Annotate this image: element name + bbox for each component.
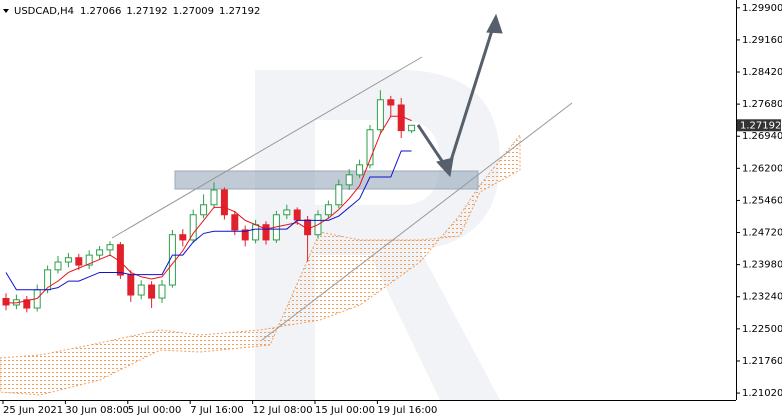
candle-body xyxy=(356,164,364,176)
plot xyxy=(2,90,416,313)
indicator-line xyxy=(6,115,412,304)
candle-body xyxy=(366,129,374,166)
y-tick-label: 1.29900 xyxy=(742,3,782,14)
candle-body xyxy=(408,124,416,132)
x-tick-label: 12 Jul 08:00 xyxy=(253,405,313,416)
header-open: 1.27066 xyxy=(80,6,121,17)
y-tick-label: 1.27680 xyxy=(742,99,782,110)
forecast-arrow xyxy=(416,13,503,178)
x-tick-label: 7 Jul 16:00 xyxy=(190,405,244,416)
indicator-line xyxy=(5,150,412,291)
header-high: 1.27192 xyxy=(126,6,167,17)
candle-body xyxy=(137,284,145,296)
y-tick-label: 1.23980 xyxy=(742,260,782,271)
candle-body xyxy=(75,257,83,266)
candle-body xyxy=(345,174,353,186)
x-tick-label: 5 Jul 00:00 xyxy=(128,405,182,416)
candle-body xyxy=(252,224,260,241)
candle-body xyxy=(220,189,228,216)
y-tick-label: 1.21760 xyxy=(742,356,782,367)
price-tag xyxy=(737,119,781,132)
channel-line xyxy=(111,56,423,239)
candle-body xyxy=(397,104,405,132)
candle-body xyxy=(54,261,62,271)
candle-body xyxy=(262,224,270,241)
menu-icon[interactable] xyxy=(3,9,9,13)
y-tick-label: 1.24720 xyxy=(742,228,782,239)
candle-body xyxy=(148,284,156,299)
y-tick-label: 1.22500 xyxy=(742,324,782,335)
candle-body xyxy=(210,189,218,206)
candle-body xyxy=(85,254,93,266)
x-tick-label: 19 Jul 16:00 xyxy=(377,405,437,416)
candle-body xyxy=(179,234,187,241)
x-tick-label: 15 Jul 00:00 xyxy=(315,405,375,416)
candle-body xyxy=(293,209,301,221)
candle-body xyxy=(200,204,208,216)
support-zone xyxy=(174,170,479,190)
header: USDCAD,H4 1.27066 1.27192 1.27009 1.27192 xyxy=(14,6,260,17)
candle-body xyxy=(64,257,72,263)
candle-body xyxy=(127,274,135,296)
y-tick-label: 1.26940 xyxy=(742,131,782,142)
candle-body xyxy=(387,99,395,106)
candle-body xyxy=(324,204,332,216)
watermark xyxy=(255,70,500,400)
candle-body xyxy=(106,244,114,251)
header-close: 1.27192 xyxy=(219,6,260,17)
y-tick-label: 1.21020 xyxy=(742,388,782,399)
y-tick-label: 1.25460 xyxy=(742,195,782,206)
candle-body xyxy=(158,284,166,299)
y-tick-label: 1.23240 xyxy=(742,292,782,303)
x-tick-label: 30 Jun 08:00 xyxy=(65,405,129,416)
candle-body xyxy=(376,99,384,131)
candle-body xyxy=(283,209,291,216)
candle-body xyxy=(2,297,10,306)
candle-body xyxy=(96,249,104,256)
candle-body xyxy=(241,229,249,241)
price-tag-label: 1.27192 xyxy=(740,120,781,131)
y-tick-label: 1.28420 xyxy=(742,67,782,78)
candle-body xyxy=(231,214,239,231)
channel-line xyxy=(261,102,573,341)
y-tick-label: 1.26200 xyxy=(742,163,782,174)
header-low: 1.27009 xyxy=(173,6,214,17)
ichimoku-cloud xyxy=(0,133,521,396)
candle-body xyxy=(23,299,31,309)
x-tick-label: 25 Jun 2021 xyxy=(3,405,63,416)
candle-body xyxy=(189,214,197,241)
y-tick-label: 1.29160 xyxy=(742,35,782,46)
candle-body xyxy=(335,184,343,206)
symbol: USDCAD,H4 xyxy=(14,6,74,17)
